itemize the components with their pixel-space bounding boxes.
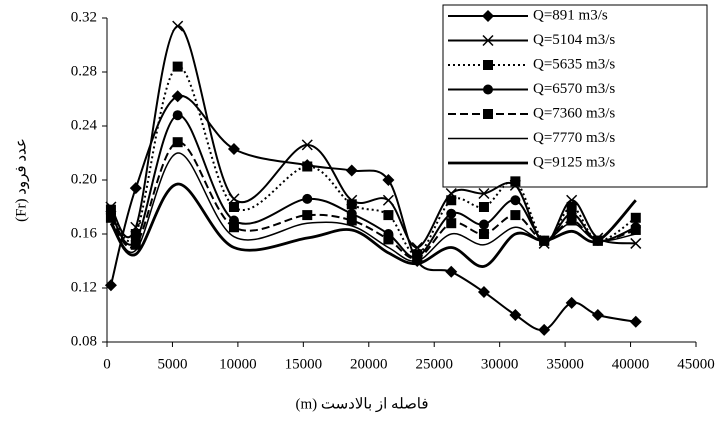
data-point	[412, 253, 423, 264]
data-point	[566, 202, 577, 212]
x-tick-label: 20000	[350, 356, 388, 372]
data-point	[302, 210, 313, 221]
data-point	[105, 212, 116, 223]
legend-label: Q=7770 m3/s	[533, 130, 615, 146]
data-point	[509, 309, 522, 321]
x-tick-label: 30000	[481, 356, 519, 372]
data-point	[446, 208, 457, 219]
data-point	[130, 239, 141, 250]
y-tick-label: 0.32	[71, 9, 97, 25]
data-point	[445, 265, 458, 278]
data-point	[478, 219, 489, 230]
data-point	[510, 176, 521, 187]
data-point	[345, 164, 358, 177]
data-point	[130, 229, 141, 239]
data-point	[510, 195, 521, 206]
legend-marker	[483, 60, 493, 70]
data-point	[591, 309, 604, 321]
data-point	[172, 61, 183, 72]
y-tick-label: 0.12	[71, 279, 97, 295]
legend-label: Q=9125 m3/s	[533, 154, 615, 170]
x-tick-label: 35000	[546, 356, 584, 372]
x-tick-label: 25000	[415, 356, 453, 372]
data-point	[629, 315, 642, 328]
data-point	[446, 195, 457, 206]
x-tick-label: 45000	[677, 356, 715, 372]
data-point	[301, 139, 313, 151]
legend-label: Q=6570 m3/s	[533, 81, 615, 97]
x-tick-label: 10000	[219, 356, 257, 372]
data-point	[565, 296, 578, 309]
data-point	[302, 193, 313, 204]
data-point	[383, 234, 394, 245]
data-point	[346, 215, 357, 226]
data-point	[346, 199, 357, 210]
data-point	[382, 174, 395, 186]
data-point	[630, 237, 642, 249]
data-point	[477, 286, 490, 299]
data-point	[478, 229, 489, 239]
data-point	[538, 323, 551, 336]
data-point	[227, 142, 240, 155]
data-point	[630, 224, 641, 235]
legend-label: Q=5635 m3/s	[533, 56, 615, 72]
data-point	[129, 182, 142, 195]
data-point	[510, 210, 521, 221]
x-tick-label: 40000	[612, 356, 650, 372]
data-point	[172, 137, 183, 148]
y-axis-label: عدد فرود (Fr)	[13, 138, 29, 222]
x-tick-label: 5000	[157, 356, 187, 372]
data-point	[566, 215, 577, 226]
data-point	[446, 218, 457, 229]
series-line	[109, 182, 637, 268]
series-line	[110, 152, 636, 263]
data-point	[228, 202, 239, 212]
data-point	[171, 90, 184, 103]
y-tick-label: 0.16	[71, 225, 98, 241]
y-tick-label: 0.08	[71, 333, 97, 349]
legend-marker	[482, 10, 494, 22]
data-point	[104, 279, 117, 292]
data-point	[172, 20, 184, 32]
legend-marker	[483, 109, 493, 119]
y-tick-label: 0.20	[71, 171, 97, 187]
data-point	[172, 110, 183, 121]
data-point	[228, 222, 239, 233]
x-axis-label: فاصله از بالادست (m)	[295, 396, 428, 412]
x-tick-label: 15000	[285, 356, 323, 372]
x-tick-label: 0	[103, 356, 111, 372]
data-point	[382, 194, 394, 206]
legend-label: Q=891 m3/s	[533, 7, 608, 23]
legend-marker	[482, 34, 494, 47]
data-point	[478, 202, 489, 212]
legend-box	[442, 4, 708, 188]
data-point	[630, 212, 641, 223]
data-point	[302, 161, 313, 172]
legend-label: Q=7360 m3/s	[533, 105, 615, 121]
legend-label: Q=5104 m3/s	[533, 32, 615, 48]
y-tick-label: 0.24	[71, 117, 98, 133]
y-tick-label: 0.28	[71, 63, 97, 79]
legend-marker	[483, 84, 493, 95]
data-point	[383, 210, 394, 221]
data-point	[478, 187, 490, 200]
